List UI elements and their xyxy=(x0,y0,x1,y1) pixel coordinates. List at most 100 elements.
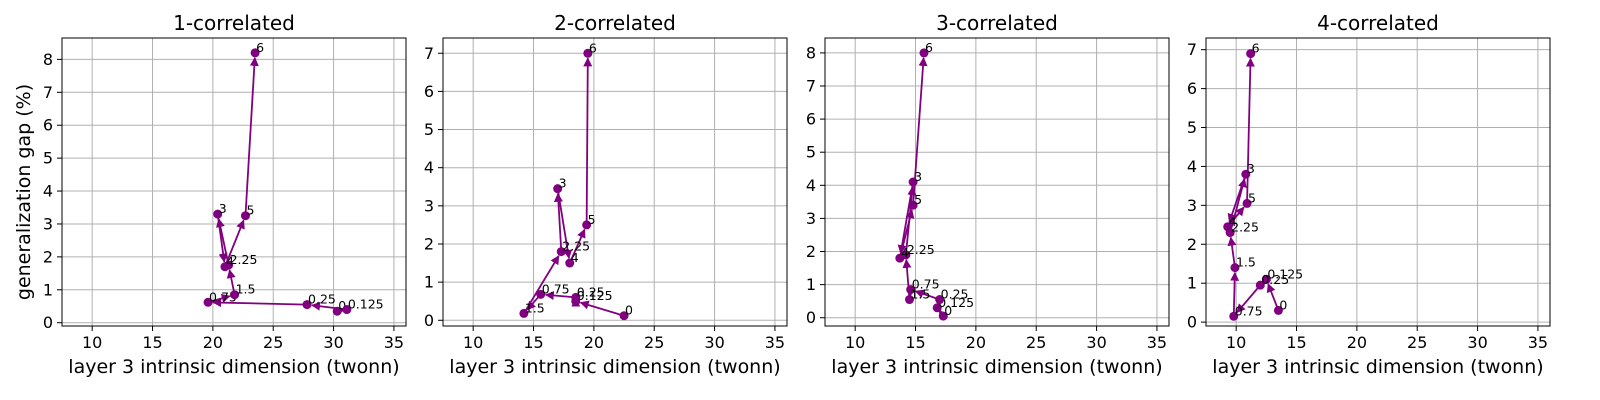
data-point xyxy=(250,48,260,58)
x-tick-label: 20 xyxy=(203,333,223,352)
series-segment xyxy=(216,213,228,263)
point-label: 0.75 xyxy=(912,277,940,292)
y-tick-label: 5 xyxy=(43,149,53,168)
x-tick-label: 10 xyxy=(845,333,865,352)
series-segment xyxy=(1227,236,1237,268)
x-tick-label: 15 xyxy=(905,333,925,352)
point-label: 0.25 xyxy=(1261,272,1289,287)
x-tick-label: 15 xyxy=(1286,333,1306,352)
data-point xyxy=(213,209,223,219)
data-point xyxy=(230,290,240,300)
point-label: 0.25 xyxy=(308,292,336,307)
data-point xyxy=(1273,305,1283,315)
series-segment xyxy=(553,192,563,252)
y-tick-label: 2 xyxy=(424,234,434,253)
y-tick-label: 4 xyxy=(43,182,53,201)
point-label: 6 xyxy=(589,40,597,55)
x-tick-label: 30 xyxy=(323,333,343,352)
point-label: 1.5 xyxy=(1236,255,1256,270)
series-segment xyxy=(311,301,347,311)
data-point xyxy=(1261,274,1271,284)
chart-title: 4-correlated xyxy=(1317,11,1439,35)
y-tick-label: 2 xyxy=(43,247,53,266)
x-axis-label: layer 3 intrinsic dimension (twonn) xyxy=(1212,356,1543,378)
y-tick-label: 8 xyxy=(806,43,816,62)
point-label: 4 xyxy=(1229,214,1237,229)
point-label: 1.5 xyxy=(910,287,930,302)
point-label: 6 xyxy=(256,40,264,55)
plot-frame xyxy=(1205,37,1551,327)
data-point xyxy=(895,253,905,263)
x-tick-label: 25 xyxy=(263,333,283,352)
y-tick-label: 1 xyxy=(424,273,434,292)
chart-title: 3-correlated xyxy=(936,11,1058,35)
series-segment xyxy=(1230,271,1240,317)
series-segment xyxy=(1236,284,1262,314)
y-tick-label: 4 xyxy=(1187,157,1197,176)
y-tick-label: 2 xyxy=(806,242,816,261)
y-tick-label: 4 xyxy=(806,176,816,195)
y-tick-label: 1 xyxy=(1187,274,1197,293)
point-label: 0.125 xyxy=(938,295,974,310)
y-tick-label: 6 xyxy=(1187,79,1197,98)
x-tick-label: 35 xyxy=(1147,333,1167,352)
y-tick-label: 6 xyxy=(424,82,434,101)
data-point xyxy=(935,295,945,305)
point-label: 4 xyxy=(571,250,579,265)
y-tick-label: 5 xyxy=(806,143,816,162)
y-tick-label: 0 xyxy=(424,311,434,330)
point-label: 0.75 xyxy=(1235,303,1263,318)
data-point xyxy=(1223,222,1233,232)
x-tick-label: 20 xyxy=(584,333,604,352)
x-axis-label: layer 3 intrinsic dimension (twonn) xyxy=(449,356,780,378)
data-point xyxy=(1242,198,1252,208)
x-tick-label: 35 xyxy=(765,333,785,352)
x-tick-label: 20 xyxy=(966,333,986,352)
data-point xyxy=(203,297,213,307)
point-label: 2.25 xyxy=(230,252,258,267)
series-segment xyxy=(1266,283,1280,311)
x-tick-label: 30 xyxy=(1467,333,1487,352)
y-tick-label: 3 xyxy=(43,214,53,233)
data-point xyxy=(582,220,592,230)
point-label: 5 xyxy=(914,192,922,207)
chart-title: 1-correlated xyxy=(173,11,295,35)
point-label: 5 xyxy=(246,203,254,218)
data-point xyxy=(220,262,230,272)
point-label: 3 xyxy=(219,201,227,216)
y-tick-label: 7 xyxy=(424,44,434,63)
plot-frame xyxy=(824,37,1170,327)
data-point xyxy=(583,48,593,58)
data-point xyxy=(906,285,916,295)
y-tick-label: 3 xyxy=(424,196,434,215)
point-label: 0.75 xyxy=(209,289,237,304)
y-tick-label: 1 xyxy=(43,280,53,299)
x-tick-label: 30 xyxy=(1086,333,1106,352)
point-label: 2.25 xyxy=(1231,220,1259,235)
point-label: 1.5 xyxy=(525,300,545,315)
data-point xyxy=(342,305,352,315)
series-segment xyxy=(212,298,308,308)
point-label: 0.125 xyxy=(577,288,613,303)
point-label: 3 xyxy=(914,169,922,184)
y-tick-label: 6 xyxy=(806,110,816,129)
y-tick-label: 8 xyxy=(43,50,53,69)
point-label: 2.25 xyxy=(907,242,935,257)
plot-frame xyxy=(61,37,407,327)
y-tick-label: 2 xyxy=(1187,235,1197,254)
x-tick-label: 15 xyxy=(142,333,162,352)
y-tick-label: 0 xyxy=(1187,313,1197,332)
data-point xyxy=(565,258,575,268)
point-label: 0.75 xyxy=(542,281,570,296)
data-point xyxy=(519,308,529,318)
data-point xyxy=(1229,311,1239,321)
y-tick-label: 4 xyxy=(424,158,434,177)
point-label: 6 xyxy=(1252,41,1260,56)
data-point xyxy=(904,295,914,305)
data-point xyxy=(1246,49,1256,59)
point-label: 0 xyxy=(944,303,952,318)
point-label: 0.125 xyxy=(1267,266,1303,281)
